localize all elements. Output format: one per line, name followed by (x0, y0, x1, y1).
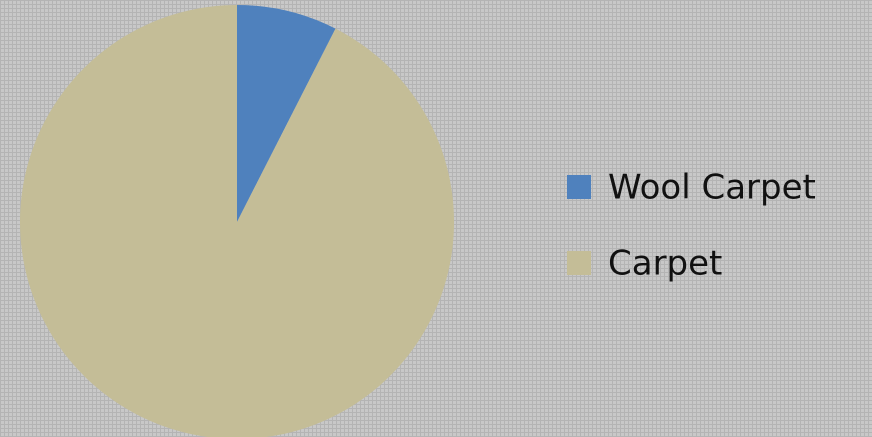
legend-label: Wool Carpet (608, 168, 816, 208)
legend-label: Carpet (608, 244, 722, 284)
pie-slice (237, 5, 336, 222)
legend-swatch (567, 175, 591, 199)
pie (20, 5, 454, 437)
legend: Wool Carpet Carpet (567, 168, 816, 284)
pie-slice (20, 5, 454, 437)
legend-swatch (567, 251, 591, 275)
